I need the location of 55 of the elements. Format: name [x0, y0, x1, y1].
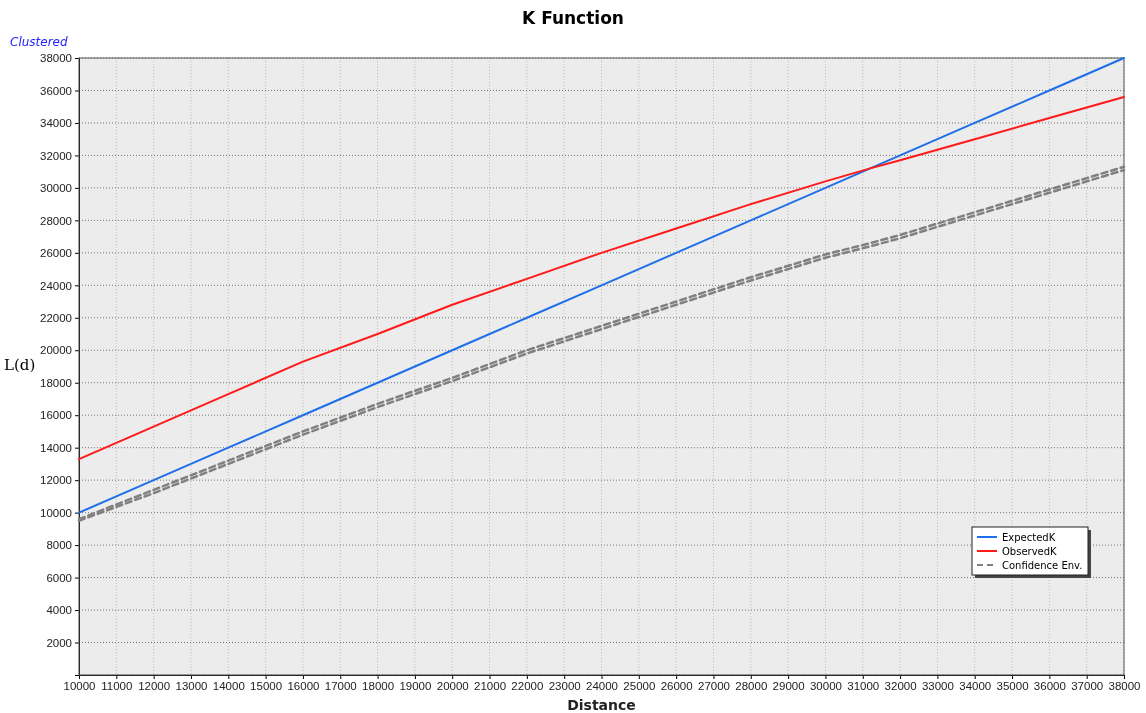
y-tick-label: 32000	[40, 149, 72, 162]
y-axis-title: L(d)	[4, 355, 36, 374]
x-tick-label: 37000	[1071, 680, 1104, 693]
y-tick-label: 20000	[40, 344, 72, 357]
x-tick-label: 27000	[697, 680, 730, 693]
x-tick-label: 31000	[847, 680, 880, 693]
y-tick-label: 24000	[40, 279, 72, 292]
x-tick-label: 29000	[772, 680, 805, 693]
x-tick-label: 25000	[623, 680, 656, 693]
legend-label: ObservedK	[1002, 546, 1058, 557]
legend-label: ExpectedK	[1002, 532, 1056, 543]
y-tick-label: 16000	[40, 409, 72, 422]
legend-label: Confidence Env.	[1002, 560, 1083, 571]
y-tick-label: 14000	[40, 441, 72, 454]
x-tick-label: 22000	[511, 680, 544, 693]
x-tick-label: 34000	[959, 680, 992, 693]
y-tick-label: 30000	[40, 182, 72, 195]
chart-title: K Function	[522, 8, 624, 28]
x-tick-label: 28000	[735, 680, 768, 693]
y-tick-label: 8000	[46, 539, 72, 552]
x-tick-label: 21000	[474, 680, 507, 693]
x-tick-label: 32000	[884, 680, 917, 693]
y-tick-label: 10000	[40, 506, 72, 519]
x-tick-label: 16000	[287, 680, 320, 693]
x-tick-label: 38000	[1108, 680, 1141, 693]
x-tick-label: 12000	[138, 680, 171, 693]
x-tick-label: 18000	[362, 680, 395, 693]
x-tick-label: 20000	[436, 680, 469, 693]
x-tick-label: 14000	[212, 680, 245, 693]
x-axis-title: Distance	[567, 697, 636, 713]
x-tick-label: 33000	[921, 680, 954, 693]
x-tick-label: 10000	[63, 680, 96, 693]
x-tick-label: 26000	[660, 680, 693, 693]
x-tick-label: 35000	[996, 680, 1029, 693]
x-tick-label: 13000	[175, 680, 208, 693]
y-tick-label: 4000	[46, 604, 72, 617]
y-tick-label: 18000	[40, 376, 72, 389]
y-tick-label: 22000	[40, 311, 72, 324]
y-tick-label: 28000	[40, 214, 72, 227]
x-tick-label: 23000	[548, 680, 581, 693]
y-tick-label: 36000	[40, 84, 72, 97]
y-tick-label: 12000	[40, 474, 72, 487]
x-tick-label: 11000	[101, 680, 133, 693]
x-tick-label: 15000	[250, 680, 283, 693]
x-tick-label: 36000	[1033, 680, 1066, 693]
x-tick-label: 17000	[324, 680, 357, 693]
y-tick-label: 34000	[40, 117, 72, 130]
text: Clustered	[10, 35, 68, 49]
y-tick-label: 38000	[40, 52, 72, 65]
x-tick-label: 30000	[809, 680, 842, 693]
y-tick-label: 26000	[40, 247, 72, 260]
y-tick-label: 2000	[46, 636, 72, 649]
y-tick-label: 6000	[46, 571, 72, 584]
x-tick-label: 19000	[399, 680, 432, 693]
x-tick-label: 24000	[586, 680, 618, 693]
